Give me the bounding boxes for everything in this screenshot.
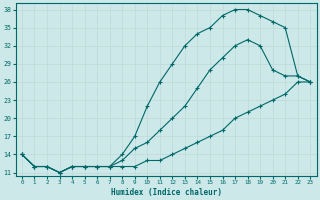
X-axis label: Humidex (Indice chaleur): Humidex (Indice chaleur): [111, 188, 221, 197]
